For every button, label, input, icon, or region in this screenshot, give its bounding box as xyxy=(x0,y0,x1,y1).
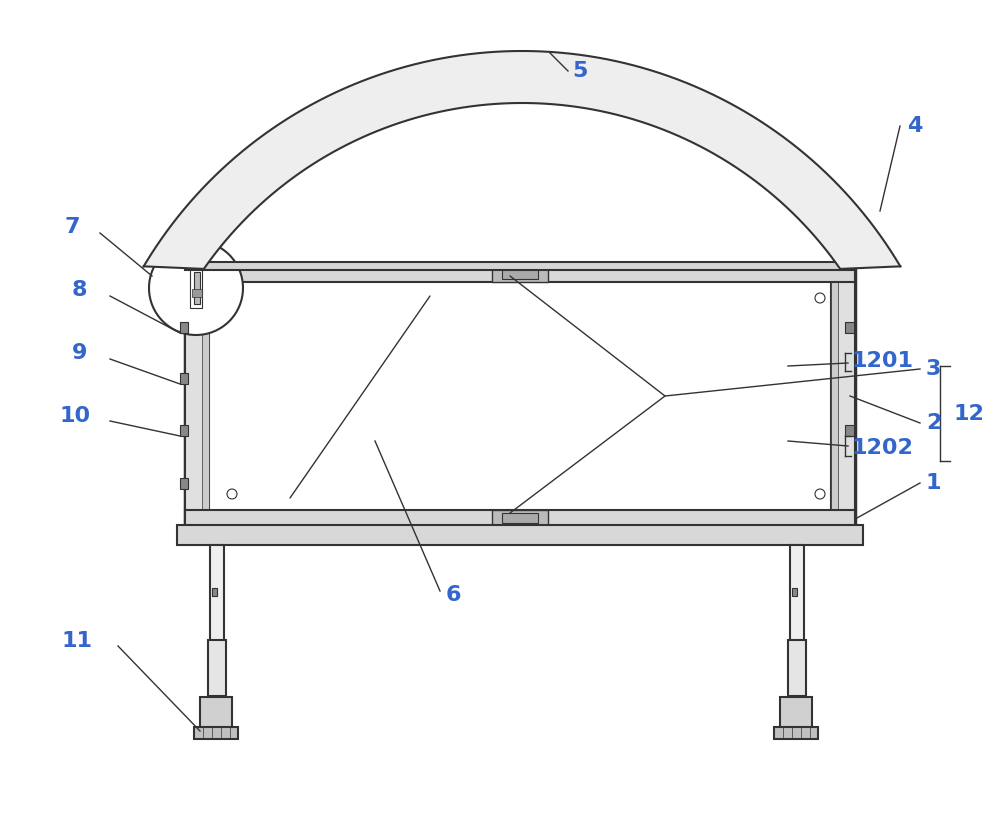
Circle shape xyxy=(227,293,237,303)
Bar xyxy=(502,513,538,523)
Bar xyxy=(185,266,855,282)
Bar xyxy=(831,266,855,526)
Bar xyxy=(180,322,188,333)
Bar xyxy=(208,276,840,513)
Bar xyxy=(194,727,238,739)
Text: 9: 9 xyxy=(72,343,87,363)
Bar xyxy=(780,697,812,729)
Circle shape xyxy=(149,241,243,335)
Text: 10: 10 xyxy=(60,406,91,426)
Text: 1201: 1201 xyxy=(852,351,914,371)
Bar xyxy=(200,697,232,729)
Text: 1: 1 xyxy=(926,473,942,493)
Bar xyxy=(788,640,806,696)
Text: 7: 7 xyxy=(64,217,80,237)
Text: 3: 3 xyxy=(926,359,941,379)
Bar xyxy=(194,272,200,304)
Bar xyxy=(845,425,854,436)
Bar xyxy=(208,640,226,696)
Bar xyxy=(180,478,188,489)
Bar xyxy=(185,266,209,526)
Bar xyxy=(177,525,863,545)
Polygon shape xyxy=(144,51,900,269)
Bar xyxy=(202,266,209,526)
Bar xyxy=(792,588,797,596)
Bar xyxy=(492,510,548,526)
Bar xyxy=(180,425,188,436)
Circle shape xyxy=(227,489,237,499)
Bar xyxy=(502,269,538,279)
Text: 4: 4 xyxy=(907,116,922,136)
Text: 6: 6 xyxy=(446,585,462,605)
Bar xyxy=(185,266,855,526)
Text: 8: 8 xyxy=(72,280,88,300)
Text: 2: 2 xyxy=(926,413,941,433)
Circle shape xyxy=(815,489,825,499)
Text: 11: 11 xyxy=(62,631,93,651)
Bar xyxy=(185,262,855,270)
Bar xyxy=(790,545,804,643)
Bar xyxy=(831,266,838,526)
Bar xyxy=(210,545,224,643)
Bar xyxy=(492,266,548,282)
Circle shape xyxy=(815,293,825,303)
Text: 1202: 1202 xyxy=(852,438,914,458)
Bar xyxy=(845,322,854,333)
Bar xyxy=(212,588,217,596)
Bar xyxy=(190,268,202,308)
Bar xyxy=(192,289,202,297)
Bar xyxy=(180,373,188,384)
Bar xyxy=(185,510,855,526)
Bar xyxy=(774,727,818,739)
Text: 12: 12 xyxy=(954,404,985,424)
Text: 5: 5 xyxy=(572,61,587,81)
